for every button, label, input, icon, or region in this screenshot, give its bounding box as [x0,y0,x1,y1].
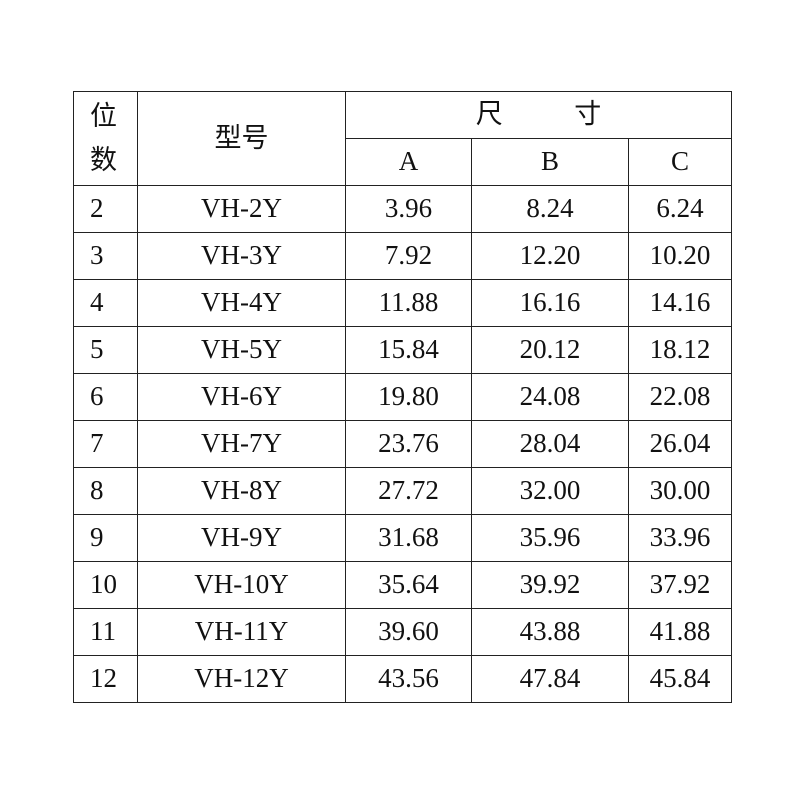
data-row: 5 VH-5Y 15.84 20.12 18.12 [73,326,732,374]
cell: VH-11Y [137,608,346,656]
cell: 43.56 [345,655,472,703]
cell: 10.20 [628,232,732,280]
cell: 30.00 [628,467,732,515]
cell: 7 [73,420,138,468]
cell: 35.96 [471,514,629,562]
cell: 8 [73,467,138,515]
cell: 23.76 [345,420,472,468]
cell: 11 [73,608,138,656]
header-model: 型号 [214,122,269,153]
cell: VH-5Y [137,326,346,374]
data-row: 4 VH-4Y 11.88 16.16 14.16 [73,279,732,327]
cell: 4 [73,279,138,327]
cell: VH-3Y [137,232,346,280]
cell: 35.64 [345,561,472,609]
data-row: 10 VH-10Y 35.64 39.92 37.92 [73,561,732,609]
cell: 39.92 [471,561,629,609]
header-cell: 尺 寸 [345,91,732,139]
cell: 11.88 [345,279,472,327]
cell: 3.96 [345,185,472,233]
data-row: 8 VH-8Y 27.72 32.00 30.00 [73,467,732,515]
header-cell: 位数 [73,91,138,186]
column-header: B [471,138,629,186]
column-header: C [628,138,732,186]
cell: 5 [73,326,138,374]
cell: 18.12 [628,326,732,374]
cell: 22.08 [628,373,732,421]
cell: 43.88 [471,608,629,656]
cell: 12.20 [471,232,629,280]
cell: 47.84 [471,655,629,703]
data-row: 6 VH-6Y 19.80 24.08 22.08 [73,373,732,421]
cell: 31.68 [345,514,472,562]
cell: 28.04 [471,420,629,468]
cell: 20.12 [471,326,629,374]
cell: 16.16 [471,279,629,327]
data-row: 11 VH-11Y 39.60 43.88 41.88 [73,608,732,656]
cell: 41.88 [628,608,732,656]
cell: 45.84 [628,655,732,703]
data-row: 7 VH-7Y 23.76 28.04 26.04 [73,420,732,468]
cell: 6.24 [628,185,732,233]
cell: 7.92 [345,232,472,280]
cell: 24.08 [471,373,629,421]
cell: 33.96 [628,514,732,562]
column-header: A [345,138,472,186]
data-row: 3 VH-3Y 7.92 12.20 10.20 [73,232,732,280]
data-row: 2 VH-2Y 3.96 8.24 6.24 [73,185,732,233]
header-row: 位数 型号 尺 寸 [73,91,732,186]
cell: VH-4Y [137,279,346,327]
cell: 37.92 [628,561,732,609]
cell: 15.84 [345,326,472,374]
cell: 8.24 [471,185,629,233]
cell: 3 [73,232,138,280]
cell: 9 [73,514,138,562]
cell: VH-9Y [137,514,346,562]
header-cell: 型号 [137,91,346,186]
cell: 14.16 [628,279,732,327]
header-position: 位数 [90,101,117,175]
cell: 12 [73,655,138,703]
cell: 39.60 [345,608,472,656]
cell: 10 [73,561,138,609]
cell: VH-10Y [137,561,346,609]
header-size: 尺 寸 [475,99,634,130]
cell: 27.72 [345,467,472,515]
data-row: 12 VH-12Y 43.56 47.84 45.84 [73,655,732,703]
cell: VH-6Y [137,373,346,421]
cell: 2 [73,185,138,233]
cell: 6 [73,373,138,421]
cell: 26.04 [628,420,732,468]
cell: VH-2Y [137,185,346,233]
cell: VH-7Y [137,420,346,468]
data-row: 9 VH-9Y 31.68 35.96 33.96 [73,514,732,562]
cell: VH-12Y [137,655,346,703]
cell: 32.00 [471,467,629,515]
cell: 19.80 [345,373,472,421]
cell: VH-8Y [137,467,346,515]
